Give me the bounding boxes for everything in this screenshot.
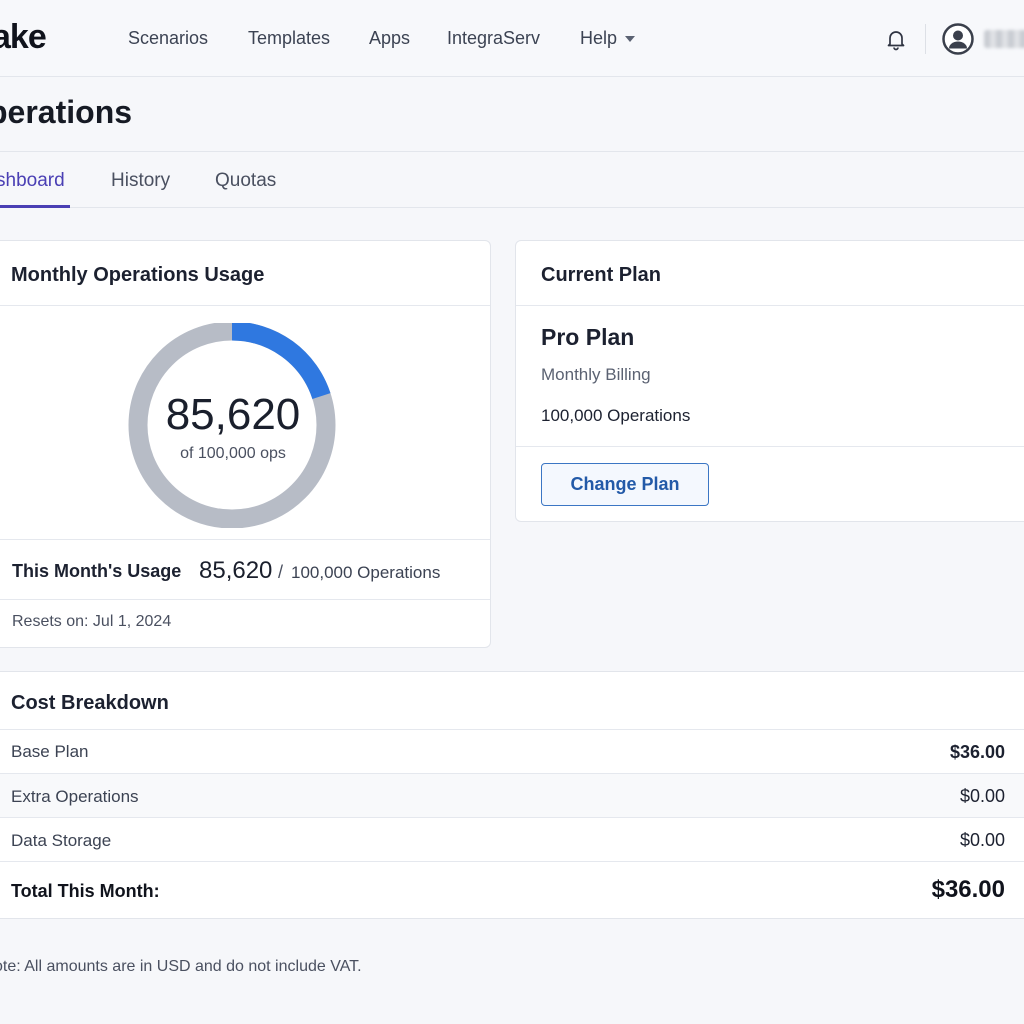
vat-note: ote: All amounts are in USD and do not i… <box>0 958 362 975</box>
logo[interactable]: ake <box>0 18 47 56</box>
usage-summary-separator: / <box>278 562 284 582</box>
current-plan-title: Current Plan <box>541 264 662 286</box>
tabs-divider <box>0 207 1024 208</box>
donut-usage-subtext: of 100,000 ops <box>180 445 286 462</box>
change-plan-button[interactable]: Change Plan <box>541 463 709 506</box>
plan-actions-divider <box>516 446 1024 447</box>
usage-donut-used <box>128 323 336 528</box>
usage-card <box>0 240 491 648</box>
page-title: perations <box>0 94 133 130</box>
cost-row-label: Data Storage <box>11 831 112 850</box>
active-tab-indicator <box>0 205 70 208</box>
cost-row-extra-operations: Extra Operations $0.00 <box>0 773 1024 817</box>
cost-total-amount: $36.00 <box>931 876 1005 903</box>
usage-card-title: Monthly Operations Usage <box>11 264 265 286</box>
tab-history[interactable]: History <box>111 170 171 191</box>
usage-donut-chart <box>128 323 336 528</box>
nav-apps[interactable]: Apps <box>369 28 411 48</box>
nav-help[interactable]: Help <box>580 28 636 49</box>
nav-scenarios[interactable]: Scenarios <box>128 28 209 48</box>
usage-reset-date: Resets on: Jul 1, 2024 <box>12 613 172 630</box>
cost-row-total: Total This Month: $36.00 <box>0 861 1024 918</box>
nav-divider <box>925 24 926 54</box>
nav-integraserv[interactable]: IntegraServ <box>447 28 541 48</box>
usage-card-divider <box>0 305 490 306</box>
nav-help-label: Help <box>580 28 618 48</box>
cost-row-label: Base Plan <box>11 742 89 761</box>
tab-dashboard[interactable]: shboard <box>0 170 65 191</box>
usage-summary-divider <box>0 539 490 540</box>
chevron-down-icon <box>625 36 636 43</box>
usage-summary-total: 100,000 Operations <box>291 563 441 582</box>
cost-total-label: Total This Month: <box>11 881 160 901</box>
username-redacted <box>984 30 1024 48</box>
bell-icon[interactable] <box>884 27 908 51</box>
top-navigation: ake Scenarios Templates Apps IntegraServ… <box>0 0 1024 77</box>
plan-card-divider <box>516 305 1024 306</box>
plan-name: Pro Plan <box>541 324 635 350</box>
cost-row-amount: $36.00 <box>949 742 1005 762</box>
title-divider <box>0 151 1024 152</box>
cost-row-amount: $0.00 <box>959 830 1005 850</box>
plan-operations: 100,000 Operations <box>541 406 691 425</box>
resets-divider <box>0 599 490 600</box>
cost-breakdown-title: Cost Breakdown <box>11 692 169 714</box>
cost-row-data-storage: Data Storage $0.00 <box>0 817 1024 861</box>
nav-templates[interactable]: Templates <box>248 28 331 48</box>
usage-summary-value: 85,620 <box>199 557 273 584</box>
avatar-icon[interactable] <box>942 23 974 55</box>
cost-row-base-plan: Base Plan $36.00 <box>0 729 1024 773</box>
tab-quotas[interactable]: Quotas <box>215 170 277 191</box>
plan-billing: Monthly Billing <box>541 365 651 384</box>
cost-row-label: Extra Operations <box>11 787 139 806</box>
usage-summary-label: This Month's Usage <box>12 561 182 581</box>
cost-row-amount: $0.00 <box>959 786 1005 806</box>
donut-usage-value: 85,620 <box>165 390 301 439</box>
